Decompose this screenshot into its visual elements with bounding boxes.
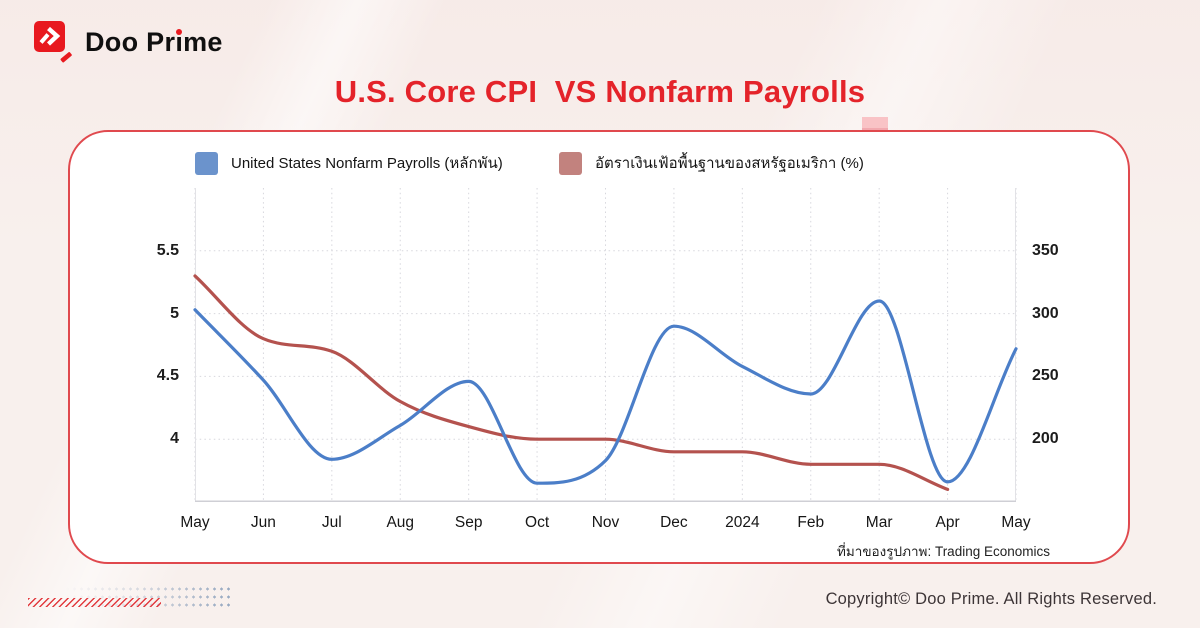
x-axis-tick: 2024 <box>725 514 760 531</box>
y-axis-tick-left: 4 <box>170 430 179 448</box>
logo-text-part: me <box>183 26 223 57</box>
x-axis-tick: Jul <box>321 514 342 531</box>
y-axis-tick-left: 5 <box>170 304 179 322</box>
legend-swatch-blue <box>195 151 218 175</box>
nonfarm-payrolls-line <box>193 299 1018 485</box>
x-axis-tick: Apr <box>935 514 960 531</box>
x-axis-tick: Oct <box>525 514 550 531</box>
copyright-text: Copyright© Doo Prime. All Rights Reserve… <box>825 590 1157 608</box>
legend-swatch-red <box>559 151 582 175</box>
x-axis-tick: Jun <box>250 514 276 531</box>
x-axis-tick: Mar <box>865 514 893 531</box>
x-axis-tick: Sep <box>454 514 483 531</box>
legend-item-nonfarm-payrolls: United States Nonfarm Payrolls (หลักพัน) <box>195 151 503 175</box>
doo-prime-logo-text: Doo Prime <box>85 26 223 57</box>
chart-svg <box>193 188 1018 502</box>
y-axis-tick-right: 250 <box>1032 367 1059 385</box>
pink-accent-decoration <box>862 117 888 131</box>
logo-text-part: Doo Pr <box>85 26 176 57</box>
legend-label: United States Nonfarm Payrolls (หลักพัน) <box>231 155 503 172</box>
y-axis-tick-right: 200 <box>1032 430 1059 448</box>
legend-item-core-cpi: อัตราเงินเฟ้อพื้นฐานของสหรัฐอเมริกา (%) <box>559 151 864 175</box>
y-axis-tick-right: 350 <box>1032 241 1059 259</box>
x-axis-tick: Aug <box>386 514 415 531</box>
striped-bar-decoration <box>28 598 161 607</box>
logo-text-part-i: i <box>175 26 184 57</box>
chart-card: United States Nonfarm Payrolls (หลักพัน)… <box>68 130 1130 564</box>
y-axis-tick-left: 4.5 <box>156 367 179 385</box>
core-cpi-line <box>193 274 950 491</box>
x-axis-tick: May <box>1001 514 1031 531</box>
y-axis-tick-left: 5.5 <box>156 241 179 259</box>
page-title: U.S. Core CPI VS Nonfarm Payrolls <box>334 74 866 109</box>
doo-prime-logo-icon <box>34 21 72 63</box>
chart-plot-area: 5.5 5 4.5 4 350 300 250 200 May Jun Jul Aug Sep Oct No… <box>157 188 1059 531</box>
x-axis-tick: Feb <box>797 514 825 531</box>
x-axis-tick: Nov <box>591 514 620 531</box>
source-note: ที่มาของรูปภาพ: Trading Economics <box>836 544 1050 559</box>
legend-label: อัตราเงินเฟ้อพื้นฐานของสหรัฐอเมริกา (%) <box>595 155 864 172</box>
y-axis-tick-right: 300 <box>1032 304 1059 322</box>
x-axis-tick: May <box>180 514 210 531</box>
doo-prime-logo: Doo Prime <box>33 20 223 64</box>
x-axis-tick: Dec <box>660 514 688 531</box>
